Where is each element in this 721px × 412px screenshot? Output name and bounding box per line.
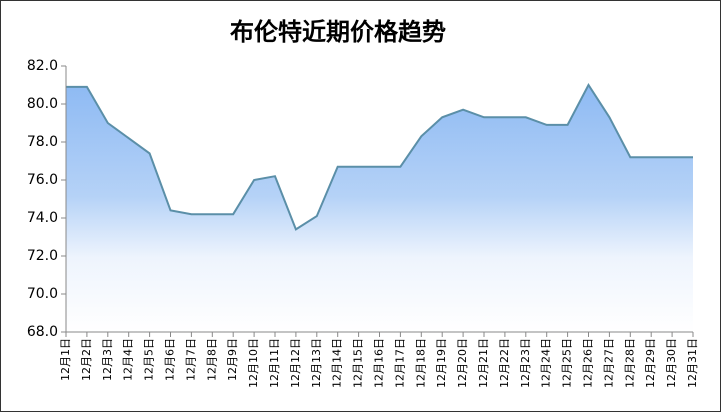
x-tick-label: 12月5日 [143, 338, 156, 381]
x-tick-label: 12月27日 [602, 338, 615, 388]
area [66, 85, 693, 332]
x-tick-label: 12月17日 [393, 338, 406, 388]
line [66, 83, 693, 231]
x-tick-label: 12月30日 [665, 338, 678, 388]
x-tick-label: 12月20日 [456, 338, 469, 388]
x-tick-label: 12月12日 [289, 338, 302, 388]
y-tick-label: 82.0 [27, 58, 58, 74]
x-tick-label: 12月6日 [164, 338, 177, 381]
x-tick-label: 12月26日 [582, 338, 595, 388]
x-tick-label: 12月15日 [352, 338, 365, 388]
x-tick-label: 12月28日 [623, 338, 636, 388]
x-tick-label: 12月13日 [310, 338, 323, 388]
x-tick-label: 12月10日 [247, 338, 260, 388]
x-tick-label: 12月1日 [59, 338, 72, 381]
x-tick-label: 12月23日 [519, 338, 532, 388]
y-tick-label: 76.0 [27, 172, 58, 188]
y-tick-label: 68.0 [27, 324, 58, 340]
x-tick-label: 12月16日 [373, 338, 386, 388]
x-tick-label: 12月25日 [561, 338, 574, 388]
chart-title: 布伦特近期价格趋势 [230, 18, 446, 46]
x-tick-label: 12月4日 [122, 338, 135, 381]
x-tick-label: 12月8日 [205, 338, 218, 381]
x-tick-label: 12月24日 [540, 338, 553, 388]
x-tick-label: 12月29日 [644, 338, 657, 388]
x-tick-label: 12月31日 [686, 338, 699, 388]
x-tick-label: 12月7日 [184, 338, 197, 381]
x-tick-label: 12月2日 [80, 338, 93, 381]
x-tick-label: 12月18日 [414, 338, 427, 388]
x-tick-label: 12月22日 [498, 338, 511, 388]
x-tick-label: 12月3日 [101, 338, 114, 381]
y-tick-label: 80.0 [27, 96, 58, 112]
y-tick-label: 74.0 [27, 210, 58, 226]
y-tick-label: 78.0 [27, 134, 58, 150]
x-tick-label: 12月11日 [268, 338, 281, 388]
y-tick-label: 72.0 [27, 248, 58, 264]
x-tick-label: 12月21日 [477, 338, 490, 388]
x-tick-label: 12月14日 [331, 338, 344, 388]
x-tick-label: 12月9日 [226, 338, 239, 381]
x-tick-label: 12月19日 [435, 338, 448, 388]
y-tick-label: 70.0 [27, 286, 58, 302]
